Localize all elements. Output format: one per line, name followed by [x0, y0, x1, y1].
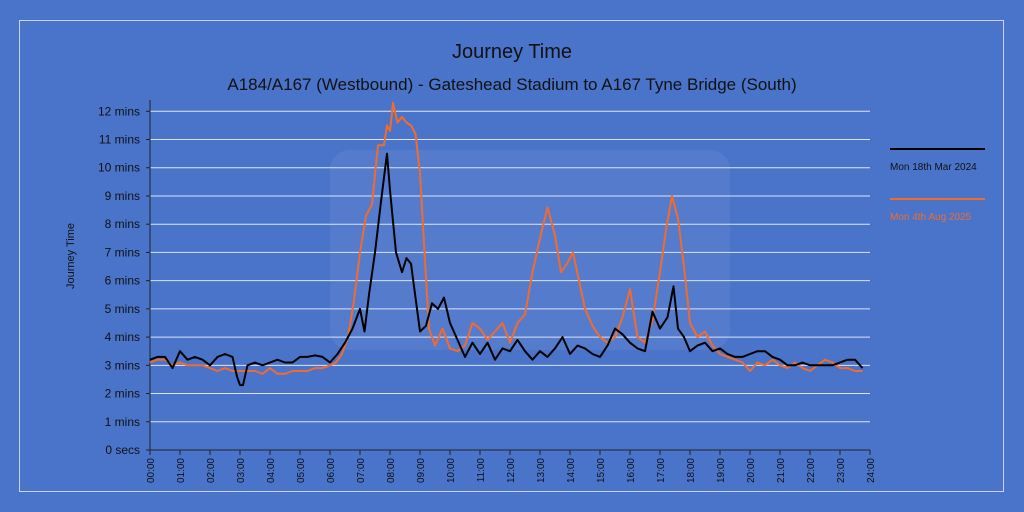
x-tick-label: 00:00	[146, 458, 157, 483]
x-tick-label: 20:00	[746, 458, 757, 483]
x-tick-label: 15:00	[596, 458, 607, 483]
x-tick-label: 24:00	[866, 458, 877, 483]
y-tick-label: 1 mins	[105, 415, 140, 429]
series-lines	[149, 101, 864, 387]
x-tick-label: 03:00	[236, 458, 247, 483]
chart-subtitle: A184/A167 (Westbound) - Gateshead Stadiu…	[227, 75, 797, 94]
y-tick-label: 5 mins	[105, 302, 140, 316]
y-tick-label: 10 mins	[98, 161, 140, 175]
legend-label-1: Mon 18th Mar 2024	[890, 162, 977, 173]
x-axis-ticks: 00:00 01:00 02:00 03:00 04:00 05:00 06:00 07:00…	[146, 450, 877, 483]
y-tick-label: 8 mins	[105, 217, 140, 231]
series-line-2	[149, 101, 863, 375]
x-tick-label: 11:00	[476, 458, 487, 483]
y-axis-ticks: 0 secs 1 mins 2 mins 3 mins 4 mins 5 mins 6 mi…	[98, 104, 150, 457]
x-tick-label: 13:00	[536, 458, 547, 483]
x-tick-label: 21:00	[776, 458, 787, 483]
grid-lines	[150, 110, 870, 423]
y-tick-label: 0 secs	[105, 443, 140, 457]
y-tick-label: 6 mins	[105, 274, 140, 288]
x-tick-label: 04:00	[266, 458, 277, 483]
series-line-1	[149, 152, 864, 387]
y-tick-label: 9 mins	[105, 189, 140, 203]
x-tick-label: 19:00	[716, 458, 727, 483]
y-tick-label: 3 mins	[105, 358, 140, 372]
x-tick-label: 05:00	[296, 458, 307, 483]
legend: Mon 18th Mar 2024 Mon 4th Aug 2025	[890, 148, 985, 223]
y-tick-label: 12 mins	[98, 104, 140, 118]
x-tick-label: 09:00	[416, 458, 427, 483]
x-tick-label: 06:00	[326, 458, 337, 483]
x-tick-label: 08:00	[386, 458, 397, 483]
x-tick-label: 17:00	[656, 458, 667, 483]
x-tick-label: 10:00	[446, 458, 457, 483]
x-tick-label: 12:00	[506, 458, 517, 483]
y-tick-label: 4 mins	[105, 330, 140, 344]
axes	[149, 100, 870, 451]
chart-frame	[19, 20, 1004, 492]
x-tick-label: 02:00	[206, 458, 217, 483]
chart-title: Journey Time	[451, 41, 573, 63]
x-tick-label: 01:00	[176, 458, 187, 483]
legend-label-2: Mon 4th Aug 2025	[890, 212, 972, 223]
x-tick-label: 22:00	[806, 458, 817, 483]
x-tick-label: 16:00	[626, 458, 637, 483]
y-tick-label: 11 mins	[99, 133, 140, 147]
y-axis-label: Journey Time	[65, 223, 77, 289]
x-tick-label: 14:00	[566, 458, 577, 483]
y-tick-label: 2 mins	[105, 387, 140, 401]
y-tick-label: 7 mins	[105, 245, 140, 259]
x-tick-label: 23:00	[836, 458, 847, 483]
x-tick-label: 18:00	[686, 458, 697, 483]
x-tick-label: 07:00	[356, 458, 367, 483]
